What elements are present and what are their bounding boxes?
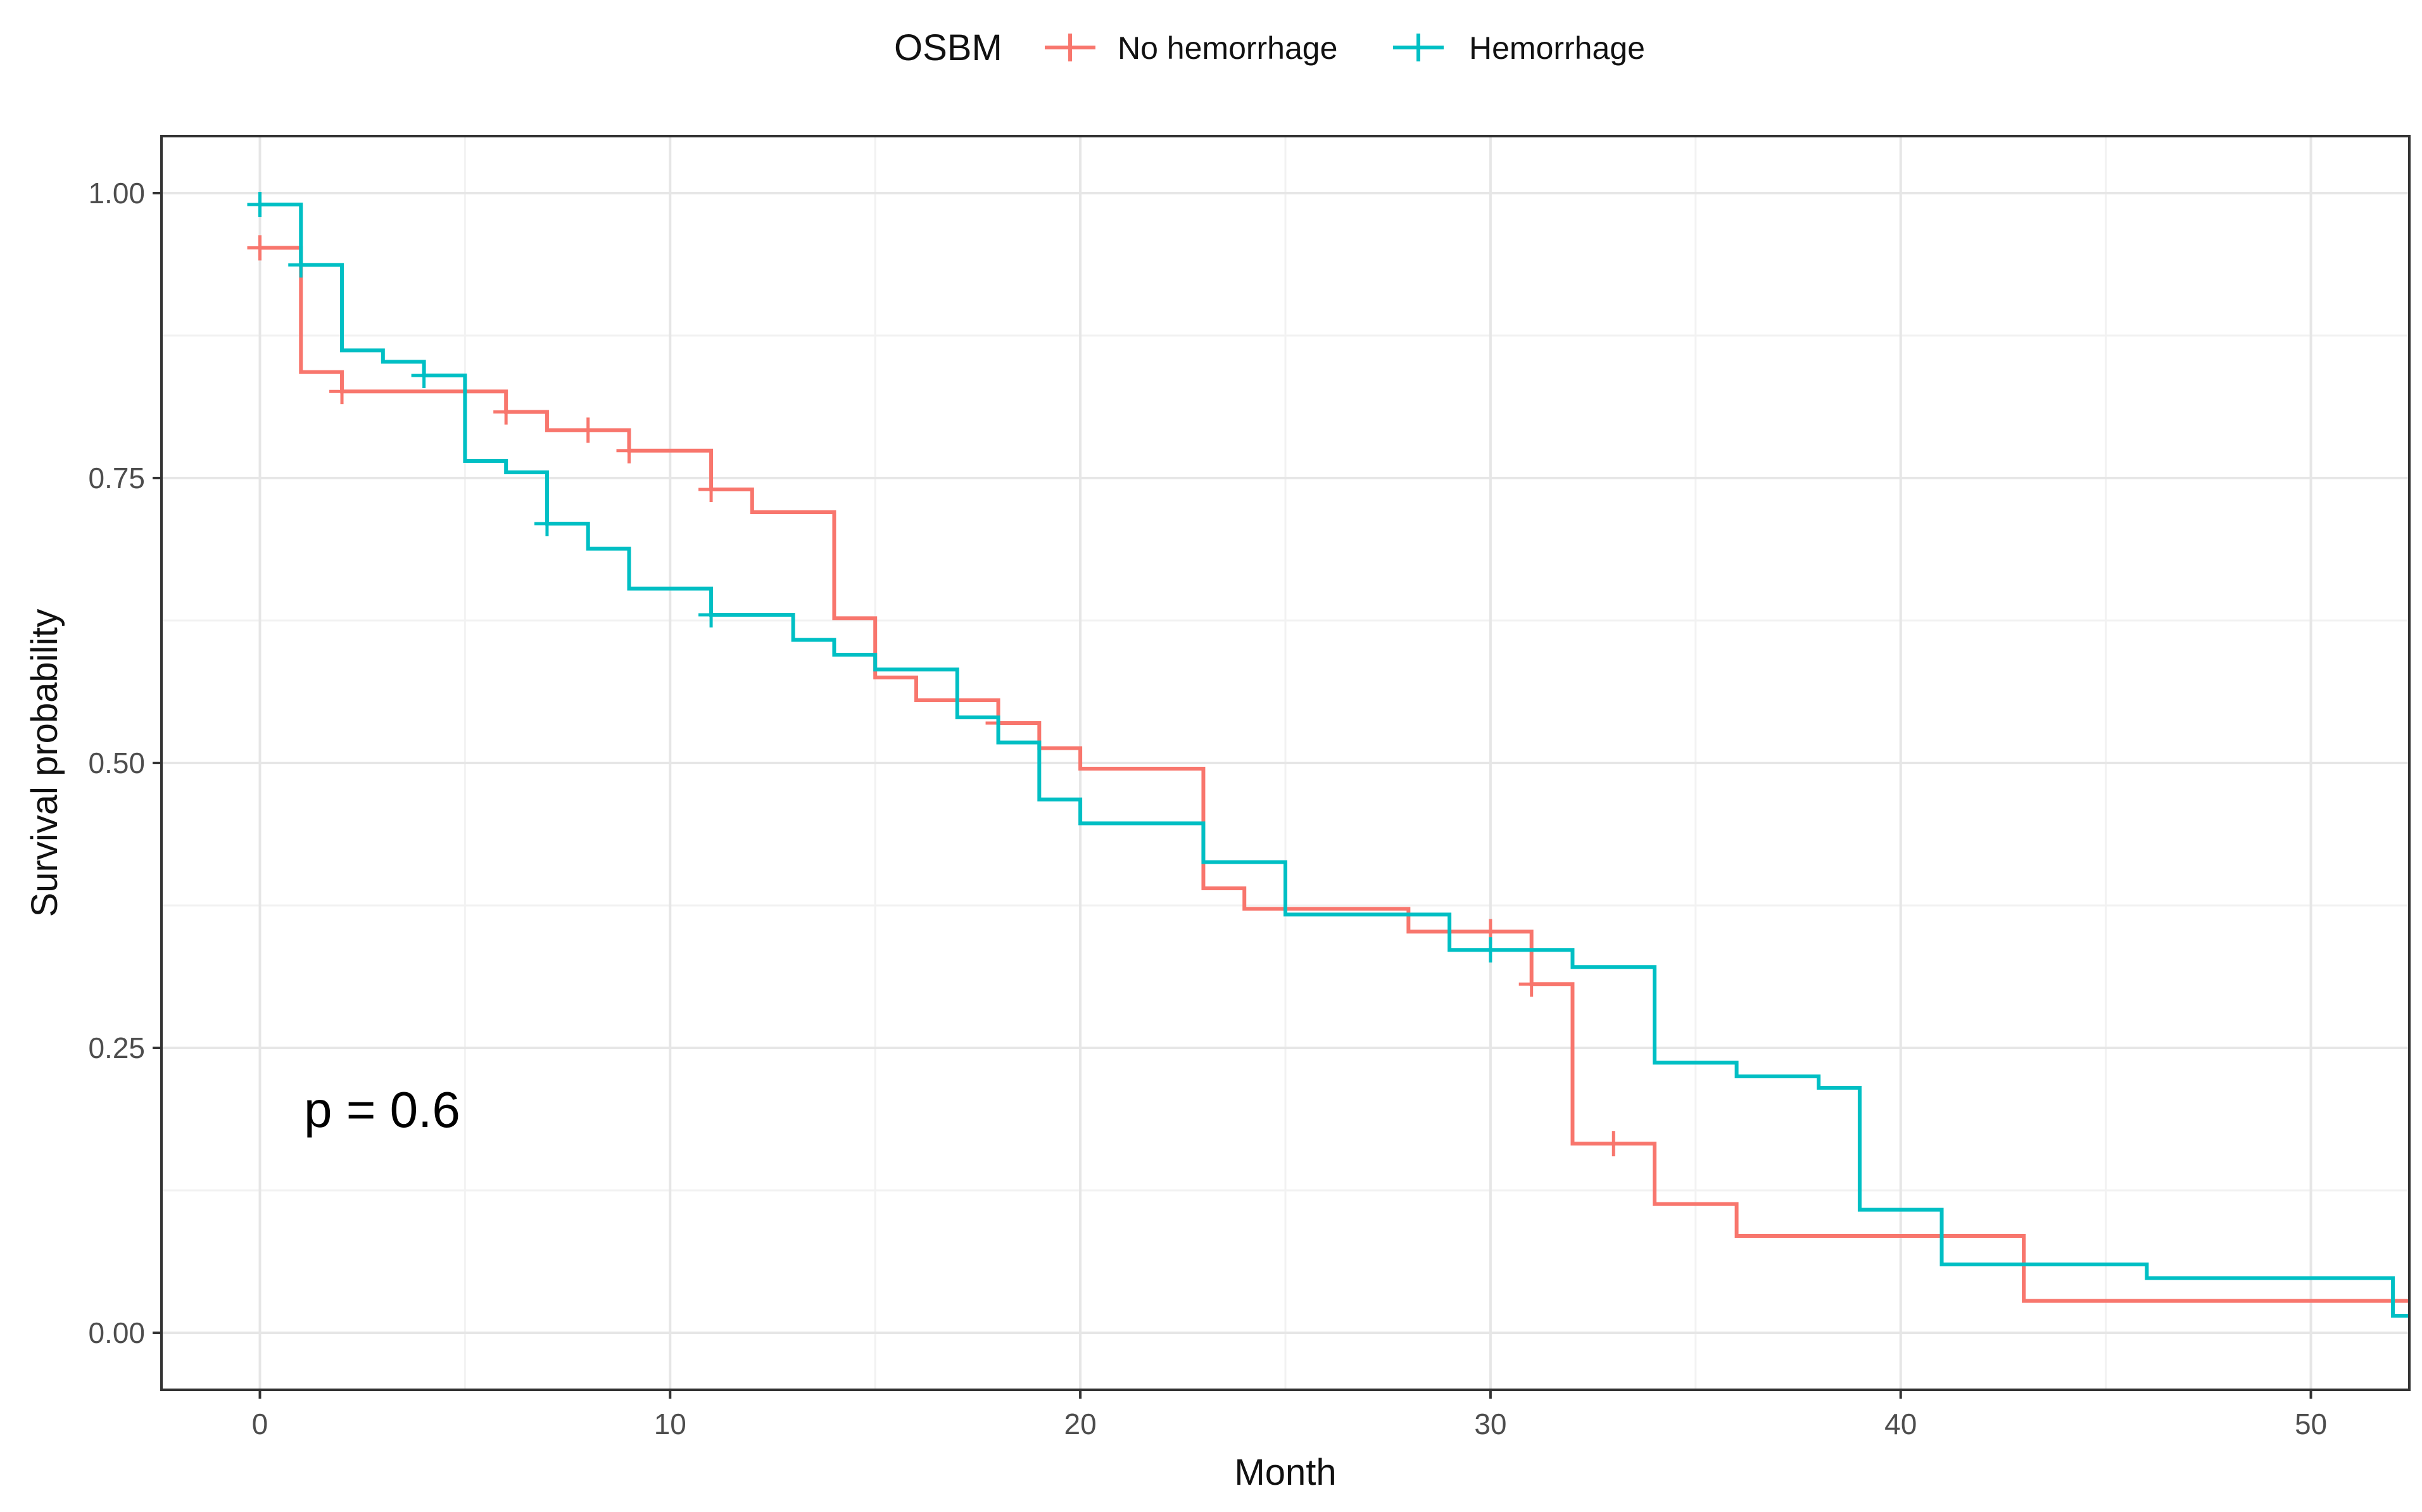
- censor-mark-hemorrhage: [534, 511, 560, 536]
- grid-layer: [161, 136, 2409, 1390]
- censor-mark-no-hemorrhage: [1601, 1131, 1627, 1157]
- x-tick-label: 40: [1884, 1408, 1917, 1440]
- censor-mark-no-hemorrhage: [698, 477, 724, 502]
- censor-mark-no-hemorrhage: [247, 235, 273, 261]
- x-tick-label: 10: [654, 1408, 686, 1440]
- y-tick-label: 1.00: [88, 177, 145, 210]
- x-tick-label: 0: [252, 1408, 268, 1440]
- censor-mark-no-hemorrhage: [493, 399, 519, 425]
- censor-mark-hemorrhage: [411, 363, 437, 388]
- legend-label-no-hemorrhage: No hemorrhage: [1118, 30, 1337, 66]
- censor-mark-hemorrhage: [288, 252, 314, 278]
- y-tick-label: 0.00: [88, 1316, 145, 1349]
- censor-mark-hemorrhage: [1477, 937, 1503, 963]
- legend-key-hemorrhage: [1393, 34, 1444, 61]
- x-axis-title: Month: [1234, 1452, 1336, 1493]
- x-tick-label: 20: [1064, 1408, 1097, 1440]
- censor-mark-hemorrhage: [698, 602, 724, 627]
- censor-mark-no-hemorrhage: [575, 417, 601, 443]
- y-tick-label: 0.25: [88, 1031, 145, 1064]
- legend: OSBM No hemorrhage Hemorrhage: [894, 27, 1645, 68]
- y-tick-label: 0.75: [88, 462, 145, 495]
- x-tick-label: 30: [1474, 1408, 1506, 1440]
- legend-key-no-hemorrhage: [1045, 34, 1095, 61]
- series-layer: [247, 192, 2409, 1318]
- legend-label-hemorrhage: Hemorrhage: [1469, 30, 1645, 66]
- p-value-annotation: p = 0.6: [304, 1081, 460, 1138]
- censor-mark-hemorrhage: [247, 192, 273, 217]
- series-line-hemorrhage: [260, 203, 2409, 1318]
- censor-mark-no-hemorrhage: [329, 379, 355, 405]
- axis-layer: 0 10 20 30 40 50 0.00 0.25 0.50 0.75 1.00: [88, 177, 2327, 1440]
- x-tick-label: 50: [2295, 1408, 2327, 1440]
- y-axis-title: Survival probability: [24, 609, 65, 917]
- y-tick-label: 0.50: [88, 747, 145, 779]
- legend-title: OSBM: [894, 27, 1002, 68]
- censor-mark-no-hemorrhage: [1518, 971, 1544, 997]
- censor-mark-no-hemorrhage: [616, 438, 642, 463]
